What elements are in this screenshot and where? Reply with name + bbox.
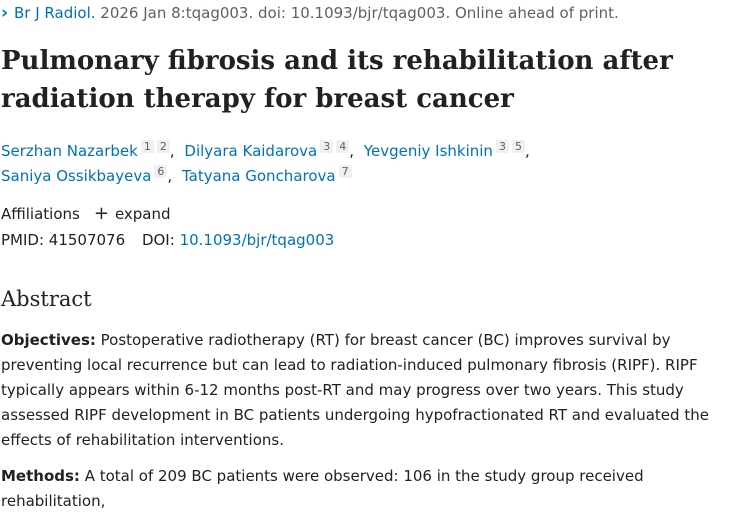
pmid-label: PMID: [1, 231, 45, 249]
pmid: 41507076 [48, 231, 126, 249]
separator: , [524, 142, 530, 160]
doi-label: DOI: [141, 231, 175, 249]
affiliations-label: Affiliations [1, 205, 80, 223]
author-name[interactable]: Serzhan Nazarbek [1, 142, 138, 160]
section-text: Postoperative radiotherapy (RT) for brea… [1, 331, 709, 449]
section-label: Methods: [1, 467, 80, 485]
chevron[interactable]: › [1, 3, 9, 23]
affiliation-number[interactable]: 2 [156, 140, 170, 153]
affiliation-number[interactable]: 7 [338, 165, 352, 178]
affiliation-number[interactable]: 4 [336, 140, 350, 153]
separator: , [167, 167, 173, 185]
doi-link[interactable]: 10.1093/bjr/tqag003 [179, 231, 335, 249]
affiliation-number[interactable]: 3 [320, 140, 334, 153]
abstract-section: Methods: A total of 209 BC patients were… [1, 464, 746, 514]
author-list: Serzhan Nazarbek 1 2, Dilyara Kaidarova 3 4,… [1, 139, 701, 189]
author: Saniya Ossikbayeva 6, [1, 165, 177, 185]
affiliations: Affiliations + expand [1, 203, 171, 224]
expand-button[interactable]: expand [114, 205, 171, 223]
separator: , [169, 142, 175, 160]
identifiers: PMID: 41507076 DOI: 10.1093/bjr/tqag003 [1, 231, 334, 249]
affiliation-number[interactable]: 1 [140, 140, 154, 153]
abstract-heading: Abstract [1, 287, 92, 311]
affiliation-number[interactable]: 6 [154, 165, 168, 178]
author: Dilyara Kaidarova 3 4, [184, 140, 359, 160]
citation-details: 2026 Jan 8:tqag003. doi: 10.1093/bjr/tqa… [95, 4, 619, 22]
author-name[interactable]: Tatyana Goncharova [181, 167, 336, 185]
author: Tatyana Goncharova 7 [181, 165, 352, 185]
article-title: Pulmonary fibrosis and its rehabilitatio… [1, 46, 673, 114]
author: Serzhan Nazarbek 1 2, [1, 140, 180, 160]
section-label: Objectives: [1, 331, 96, 349]
section-text: A total of 209 BC patients were observed… [1, 467, 644, 510]
journal-link[interactable]: Br J Radiol. [14, 4, 96, 22]
author: Yevgeniy Ishkinin 3 5, [363, 140, 535, 160]
author-name[interactable]: Dilyara Kaidarova [184, 142, 318, 160]
affiliation-number[interactable]: 5 [511, 140, 525, 153]
author-name[interactable]: Saniya Ossikbayeva [1, 167, 152, 185]
page: Article {"citation": {"chevron": "›", "j… [1, 3, 709, 510]
abstract-body: Objectives: Postoperative radiotherapy (… [1, 328, 746, 525]
affiliation-number[interactable]: 3 [495, 140, 509, 153]
expand-icon[interactable]: + [93, 203, 109, 224]
abstract-section: Objectives: Postoperative radiotherapy (… [1, 328, 746, 453]
separator: , [349, 142, 355, 160]
author-name[interactable]: Yevgeniy Ishkinin [363, 142, 493, 160]
citation: › Br J Radiol. 2026 Jan 8:tqag003. doi: 1… [1, 3, 619, 23]
page-body: › Br J Radiol. 2026 Jan 8:tqag003. doi: 1… [1, 3, 709, 510]
